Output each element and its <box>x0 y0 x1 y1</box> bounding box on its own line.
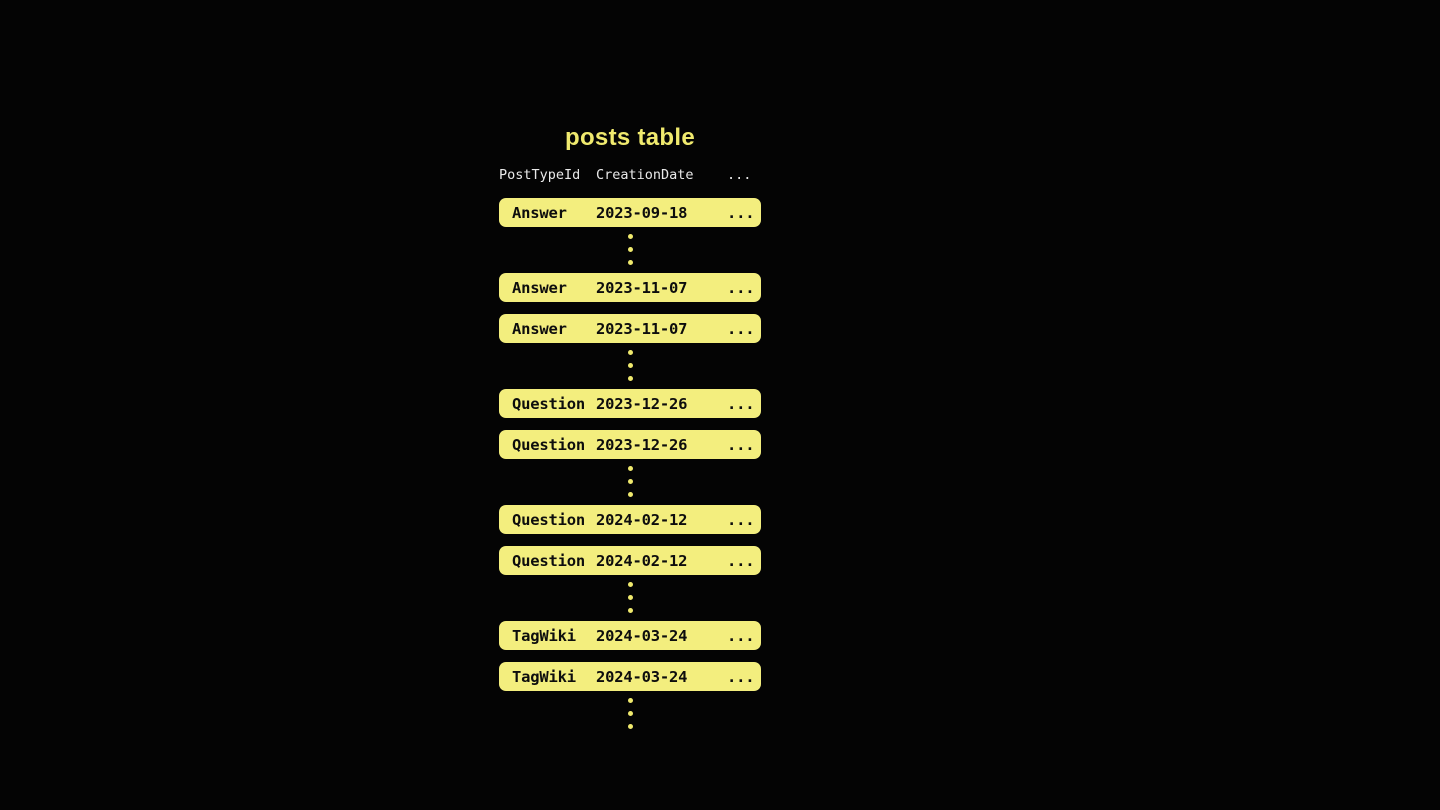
cell-post-type: Answer <box>512 319 567 338</box>
cell-post-type: Question <box>512 435 586 454</box>
cell-more: ... <box>727 667 755 686</box>
cell-post-type: TagWiki <box>512 626 576 645</box>
cell-creation-date: 2023-09-18 <box>596 203 688 222</box>
dot <box>627 479 633 484</box>
dot <box>627 724 633 729</box>
table-row: Question 2024-02-12 ... <box>499 505 761 534</box>
cell-creation-date: 2023-12-26 <box>596 435 688 454</box>
cell-more: ... <box>727 394 755 413</box>
table-row: Answer 2023-09-18 ... <box>499 198 761 227</box>
table-row: Question 2023-12-26 ... <box>499 430 761 459</box>
dot <box>627 582 633 587</box>
diagram-title: posts table <box>565 124 695 151</box>
cell-creation-date: 2023-11-07 <box>596 278 688 297</box>
table-row: Question 2024-02-12 ... <box>499 546 761 575</box>
cell-more: ... <box>727 319 755 338</box>
dot <box>627 376 633 381</box>
column-header-posttypeid: PostTypeId <box>499 167 581 183</box>
column-header-creationdate: CreationDate <box>596 167 694 183</box>
cell-more: ... <box>727 551 755 570</box>
column-header-more: ... <box>727 167 752 183</box>
cell-creation-date: 2023-11-07 <box>596 319 688 338</box>
ellipsis-dots <box>499 582 761 613</box>
dot <box>627 608 633 613</box>
table-row: Answer 2023-11-07 ... <box>499 314 761 343</box>
cell-more: ... <box>727 510 755 529</box>
ellipsis-dots <box>499 698 761 729</box>
dot <box>627 492 633 497</box>
dot <box>627 698 633 703</box>
cell-more: ... <box>727 435 755 454</box>
cell-post-type: Question <box>512 394 586 413</box>
ellipsis-dots <box>499 466 761 497</box>
cell-more: ... <box>727 203 755 222</box>
cell-post-type: Question <box>512 510 586 529</box>
table-row: TagWiki 2024-03-24 ... <box>499 662 761 691</box>
cell-creation-date: 2024-02-12 <box>596 551 688 570</box>
dot <box>627 711 633 716</box>
cell-post-type: Answer <box>512 278 567 297</box>
dot <box>627 234 633 239</box>
table-row: Question 2023-12-26 ... <box>499 389 761 418</box>
posts-table-diagram: posts table PostTypeId CreationDate ... … <box>499 125 761 737</box>
cell-creation-date: 2023-12-26 <box>596 394 688 413</box>
dot <box>627 260 633 265</box>
ellipsis-dots <box>499 234 761 265</box>
cell-post-type: TagWiki <box>512 667 576 686</box>
dot <box>627 595 633 600</box>
cell-creation-date: 2024-03-24 <box>596 626 688 645</box>
table-row: TagWiki 2024-03-24 ... <box>499 621 761 650</box>
dot <box>627 247 633 252</box>
table-header: PostTypeId CreationDate ... <box>499 168 761 183</box>
dot <box>627 363 633 368</box>
cell-post-type: Answer <box>512 203 567 222</box>
table-row: Answer 2023-11-07 ... <box>499 273 761 302</box>
ellipsis-dots <box>499 350 761 381</box>
cell-creation-date: 2024-02-12 <box>596 510 688 529</box>
cell-post-type: Question <box>512 551 586 570</box>
dot <box>627 466 633 471</box>
cell-creation-date: 2024-03-24 <box>596 667 688 686</box>
cell-more: ... <box>727 278 755 297</box>
dot <box>627 350 633 355</box>
cell-more: ... <box>727 626 755 645</box>
